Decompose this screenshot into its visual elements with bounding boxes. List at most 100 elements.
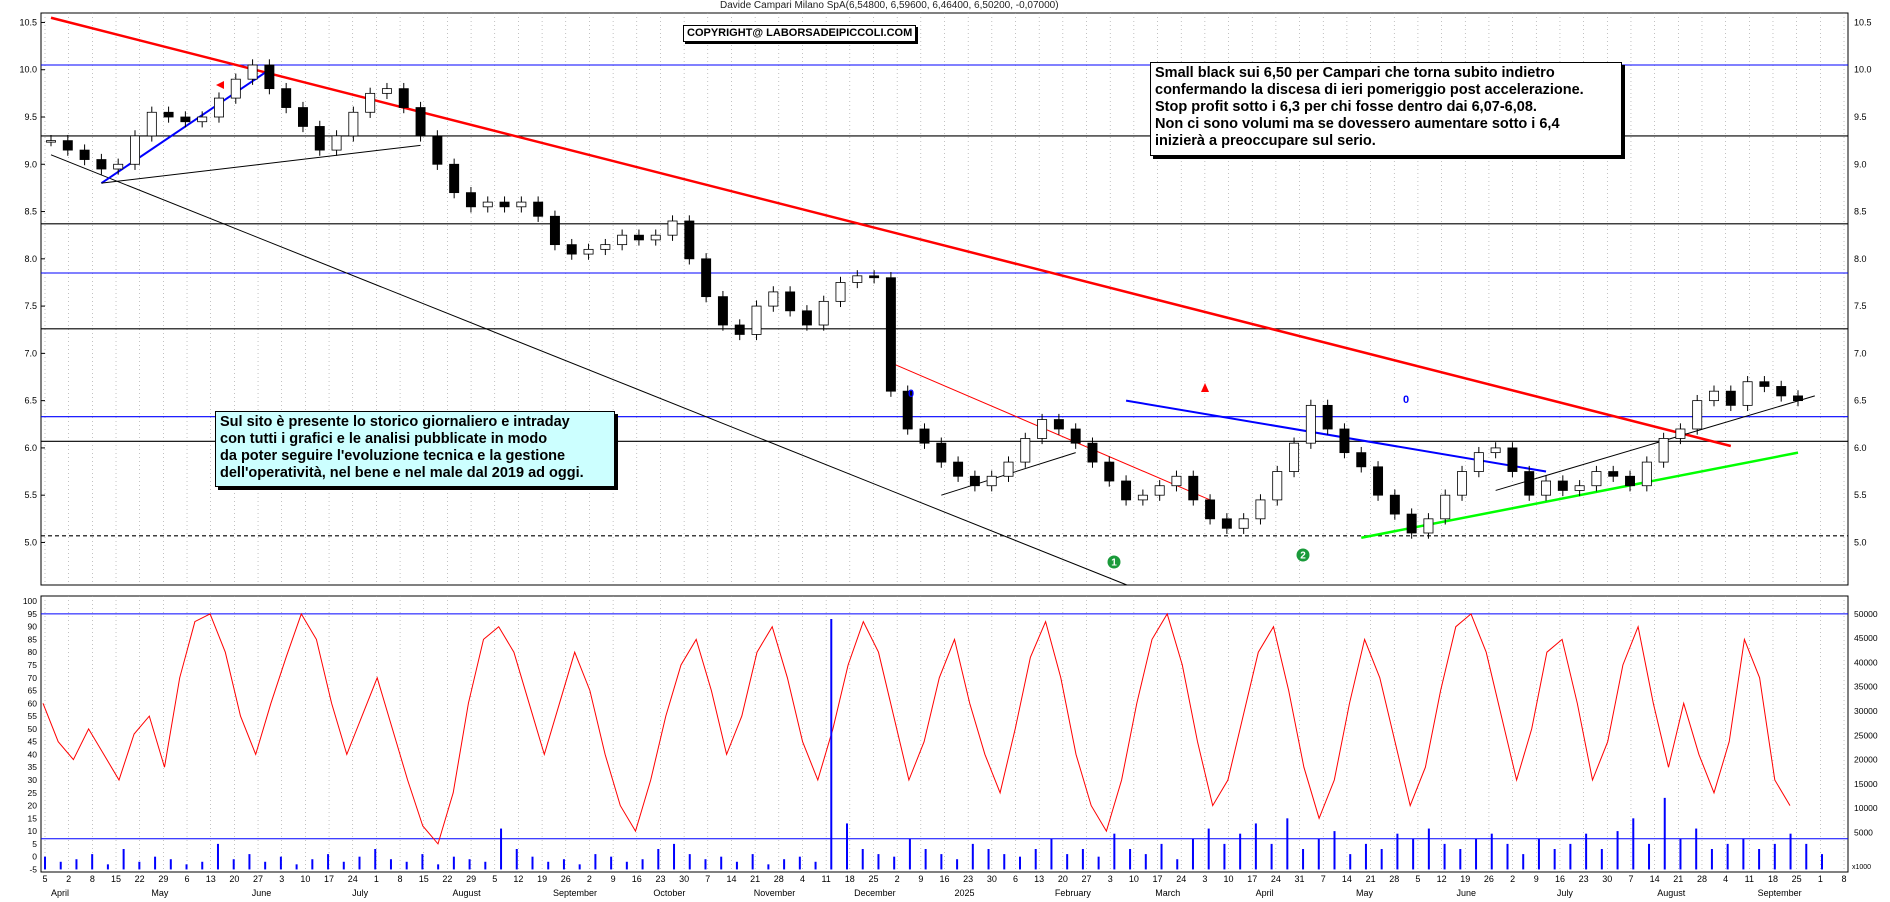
candle-body: [331, 135, 342, 151]
candle-body: [1675, 428, 1686, 439]
candle-body: [432, 135, 443, 165]
volume-tick-label: 10000: [1854, 803, 1878, 813]
month-label: 2025: [955, 888, 975, 898]
y-tick-label-left: 6.0: [24, 443, 37, 453]
candle-body: [1709, 390, 1719, 402]
candle-body: [1373, 466, 1384, 496]
x-tick-label: 24: [1271, 874, 1281, 884]
candle-body: [1591, 471, 1602, 487]
candle-body: [146, 111, 157, 137]
y-tick-label-left: 5.5: [24, 490, 37, 500]
x-tick-label: 7: [1321, 874, 1326, 884]
y-tick-label-right: 6.0: [1854, 443, 1867, 453]
candle-body: [465, 192, 476, 208]
x-tick-label: 3: [1202, 874, 1207, 884]
candle-body: [1171, 475, 1182, 487]
candle-body: [936, 442, 947, 463]
osc-tick-label: 55: [28, 711, 38, 721]
month-label: September: [1758, 888, 1802, 898]
osc-tick-label: 80: [28, 647, 38, 657]
x-tick-label: 17: [324, 874, 334, 884]
x-tick-label: 5: [1415, 874, 1420, 884]
candle-body: [46, 140, 56, 143]
candle-body: [1255, 499, 1266, 520]
candle-body: [566, 244, 577, 255]
candle-body: [1305, 404, 1316, 444]
candle-body: [869, 275, 880, 279]
candle-body: [214, 97, 224, 118]
x-tick-label: 15: [419, 874, 429, 884]
x-tick-label: 9: [611, 874, 616, 884]
candle-body: [1557, 480, 1568, 491]
y-tick-label-right: 10.5: [1854, 17, 1872, 27]
candle-body: [701, 258, 712, 298]
month-label: March: [1155, 888, 1180, 898]
x-tick-label: 17: [1153, 874, 1163, 884]
x-tick-label: 3: [1108, 874, 1113, 884]
candle-body: [667, 220, 678, 236]
x-tick-label: 7: [1628, 874, 1633, 884]
y-tick-label-right: 9.5: [1854, 112, 1867, 122]
main-red-downtrend: [50, 16, 1732, 448]
candle-body: [919, 428, 930, 444]
month-label: October: [653, 888, 685, 898]
y-tick-label-right: 5.0: [1854, 537, 1867, 547]
candle-body: [969, 475, 980, 487]
oscillator-panel-frame: [40, 595, 1849, 873]
month-label: November: [754, 888, 796, 898]
y-tick-label-right: 8.0: [1854, 254, 1867, 264]
candle-body: [1406, 513, 1417, 534]
osc-tick-label: 65: [28, 686, 38, 696]
x-tick-label: 15: [111, 874, 121, 884]
candle-body: [717, 296, 728, 326]
x-tick-label: 30: [679, 874, 689, 884]
candle-body: [1641, 461, 1652, 487]
x-tick-label: 13: [1034, 874, 1044, 884]
month-label: May: [1356, 888, 1374, 898]
x-tick-label: 14: [1342, 874, 1352, 884]
volume-tick-label: 25000: [1854, 730, 1878, 740]
x-tick-label: 25: [1792, 874, 1802, 884]
x-tick-label: 19: [537, 874, 547, 884]
volume-tick-label: 20000: [1854, 755, 1878, 765]
candle-body: [1339, 428, 1350, 454]
x-tick-label: 5: [492, 874, 497, 884]
y-tick-label-left: 6.5: [24, 396, 37, 406]
candle-body: [1205, 499, 1216, 520]
x-tick-label: 13: [206, 874, 216, 884]
candle-body: [801, 310, 812, 326]
candle-body: [1137, 494, 1148, 501]
month-label: May: [151, 888, 169, 898]
candle-body: [600, 244, 611, 250]
x-tick-label: 19: [1460, 874, 1470, 884]
marker-1-circle: [1107, 555, 1121, 569]
black-rising-line: [1495, 395, 1815, 491]
chart-title: Davide Campari Milano SpA(6,54800, 6,596…: [720, 0, 1059, 11]
x-tick-label: 29: [158, 874, 168, 884]
y-tick-label-right: 5.5: [1854, 490, 1867, 500]
candle-body: [1625, 475, 1635, 487]
candle-body: [1524, 471, 1535, 496]
x-tick-label: 9: [1534, 874, 1539, 884]
candle-body: [617, 234, 628, 246]
y-tick-label-left: 7.0: [24, 348, 37, 358]
x-tick-label: 8: [90, 874, 95, 884]
x-tick-label: 27: [253, 874, 263, 884]
candle-body: [1507, 447, 1518, 472]
x-tick-label: 11: [1745, 874, 1754, 884]
osc-tick-label: 35: [28, 762, 38, 772]
x-tick-label: 28: [1697, 874, 1707, 884]
x-tick-label: 30: [987, 874, 997, 884]
candle-body: [835, 282, 846, 302]
candle-body: [1608, 471, 1619, 477]
candle-body: [633, 234, 644, 241]
x-tick-label: 28: [1389, 874, 1399, 884]
x-tick-label: 17: [1247, 874, 1257, 884]
candle-body: [1759, 381, 1770, 387]
x-tick-label: 29: [466, 874, 476, 884]
volume-tick-label: 45000: [1854, 633, 1878, 643]
x-tick-label: 2: [66, 874, 71, 884]
x-tick-label: 2: [1510, 874, 1515, 884]
candle-body: [1188, 475, 1199, 501]
